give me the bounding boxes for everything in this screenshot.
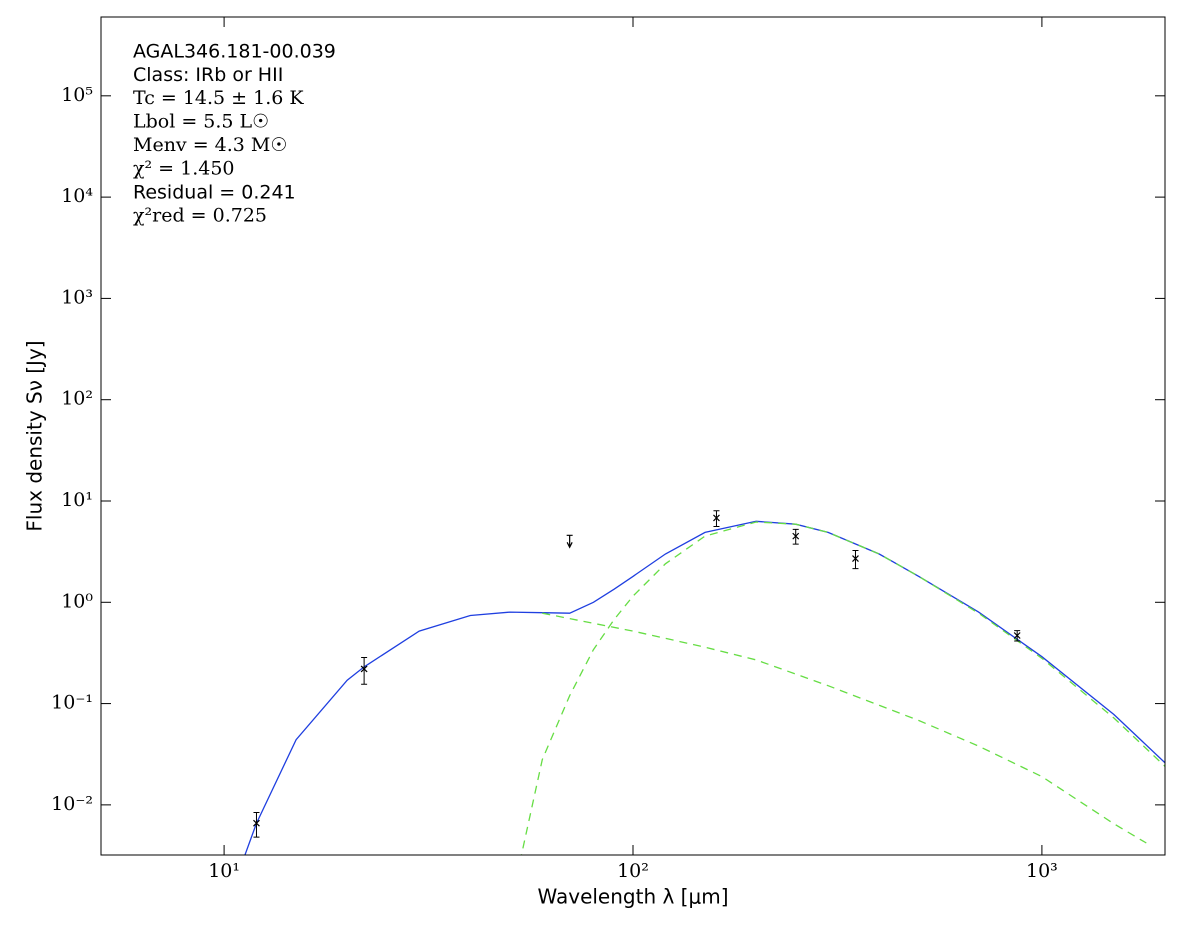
x-tick-label: 10²	[617, 860, 649, 882]
data-point	[1013, 632, 1021, 639]
y-tick-label: 10¹	[61, 489, 93, 511]
y-tick-label: 10³	[61, 286, 93, 308]
y-tick-label: 10⁻¹	[51, 692, 93, 714]
annotation: Lbol = 5.5 L☉	[133, 111, 269, 133]
annotation: Residual = 0.241	[133, 182, 296, 204]
error-bar	[852, 549, 859, 570]
annotation: χ² = 1.450	[133, 158, 235, 180]
x-tick-label: 10¹	[208, 860, 240, 882]
upper-limit	[566, 534, 573, 549]
y-axis-label: Flux density Sν [Jy]	[23, 340, 47, 531]
error-bar	[253, 812, 260, 838]
annotation: Menv = 4.3 M☉	[133, 134, 287, 156]
data-point	[713, 514, 720, 522]
data-point	[360, 665, 368, 673]
error-bar	[361, 657, 368, 685]
y-tick-label: 10⁴	[61, 185, 93, 207]
model-curve	[542, 612, 1147, 844]
y-tick-label: 10²	[61, 388, 93, 410]
plot-area	[244, 520, 1165, 855]
data-point	[852, 555, 859, 563]
y-tick-label: 10⁻²	[51, 793, 93, 815]
y-tick-label: 10⁰	[61, 590, 93, 612]
y-tick-label: 10⁵	[61, 84, 93, 106]
x-tick-label: 10³	[1026, 860, 1058, 882]
model-curve	[520, 521, 1165, 855]
data-point	[792, 532, 800, 540]
annotation: Class: IRb or HII	[133, 64, 283, 86]
x-axis-label: Wavelength λ [μm]	[537, 885, 728, 909]
annotation: AGAL346.181-00.039	[133, 41, 336, 63]
annotation: χ²red = 0.725	[133, 205, 267, 227]
model-curve	[244, 520, 1165, 855]
annotation: Tc = 14.5 ± 1.6 K	[133, 87, 304, 109]
data-point	[253, 819, 260, 827]
